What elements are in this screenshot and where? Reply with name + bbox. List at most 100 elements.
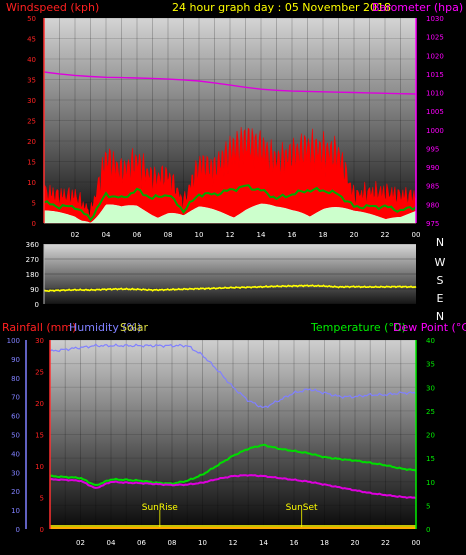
wind-x-tick: 06 — [133, 231, 142, 239]
humidity-y-tick: 0 — [16, 526, 20, 534]
barometer-axis-label: Barometer (hpa) — [372, 1, 463, 14]
wind-min-series — [43, 203, 417, 224]
direction-panel-series — [43, 284, 417, 293]
barometer-y-axis-ticks: 975 980 985 990 995 1000 1005 1010 1015 1020 1025 1… — [426, 15, 444, 228]
humidity-y-tick: 40 — [11, 450, 20, 458]
temp-x-tick: 22 — [381, 539, 390, 547]
direction-y-tick: 360 — [26, 241, 39, 249]
humidity-y-tick: 10 — [11, 507, 20, 515]
wind-y-tick: 5 — [32, 200, 36, 208]
wind-x-tick: 14 — [257, 231, 266, 239]
temp-x-tick: 10 — [198, 539, 207, 547]
temp-y-tick: 10 — [426, 479, 435, 487]
humidity-y-tick: 70 — [11, 394, 20, 402]
humidity-y-tick: 30 — [11, 469, 20, 477]
wind-x-tick: 16 — [288, 231, 297, 239]
barometer-y-tick: 980 — [426, 201, 439, 209]
barometer-y-tick: 1005 — [426, 108, 444, 116]
sunrise-label: SunRise — [142, 503, 179, 513]
rain-y-tick: 15 — [35, 432, 44, 440]
temp-y-tick: 0 — [426, 526, 430, 534]
temp-x-tick: 12 — [229, 539, 238, 547]
wind-y-tick: 40 — [27, 56, 36, 64]
wind-x-tick: 00 — [412, 231, 421, 239]
humidity-y-tick: 80 — [11, 375, 20, 383]
wind-y-tick: 25 — [27, 118, 36, 126]
rainfall-axis-label: Rainfall (mm) — [2, 321, 76, 334]
humidity-series — [49, 343, 417, 409]
compass-label: S — [437, 274, 444, 287]
barometer-y-tick: 1020 — [426, 52, 444, 60]
barometer-y-tick: 1025 — [426, 34, 444, 42]
barometer-y-tick: 1000 — [426, 127, 444, 135]
wind-x-tick: 12 — [226, 231, 235, 239]
compass-label: N — [436, 310, 444, 323]
wind-y-tick: 10 — [27, 179, 36, 187]
wind-x-tick: 04 — [102, 231, 111, 239]
wind-y-tick: 15 — [27, 159, 36, 167]
temp-y-axis-ticks: 0 5 10 15 20 25 30 35 40 — [426, 337, 435, 534]
direction-y-tick: 0 — [35, 301, 39, 309]
humidity-y-tick: 20 — [11, 488, 20, 496]
temp-x-tick: 00 — [412, 539, 421, 547]
rain-y-tick: 30 — [35, 337, 44, 345]
humidity-y-tick: 50 — [11, 432, 20, 440]
wind-y-tick: 20 — [27, 138, 36, 146]
temp-panel-background — [50, 340, 416, 529]
direction-y-tick: 180 — [26, 271, 39, 279]
temp-x-tick: 20 — [351, 539, 360, 547]
direction-panel-background — [44, 244, 416, 304]
humidity-axis-label: Humidity (%) — [69, 321, 141, 334]
temp-x-tick: 02 — [76, 539, 85, 547]
barometer-y-tick: 990 — [426, 164, 439, 172]
barometer-y-tick: 995 — [426, 145, 439, 153]
windspeed-axis-label: Windspeed (kph) — [6, 1, 99, 14]
barometer-y-tick: 1010 — [426, 90, 444, 98]
chart-title: 24 hour graph day : 05 November 2018 — [172, 1, 391, 14]
wind-average-series — [43, 184, 417, 222]
wind-x-axis-ticks: 02 04 06 08 10 12 14 16 18 20 22 00 — [71, 231, 421, 239]
wind-y-tick: 45 — [27, 36, 36, 44]
temp-x-tick: 06 — [137, 539, 146, 547]
gust-series — [43, 126, 417, 224]
humidity-y-tick: 90 — [11, 356, 20, 364]
wind-x-tick: 22 — [381, 231, 390, 239]
barometer-series — [43, 71, 417, 95]
sunset-label: SunSet — [286, 503, 318, 513]
rain-y-axis-ticks: 0 5 10 15 20 25 30 — [35, 337, 44, 534]
wind-x-tick: 08 — [164, 231, 173, 239]
wind-y-tick: 50 — [27, 15, 36, 23]
wind-x-tick: 18 — [319, 231, 328, 239]
temp-y-tick: 20 — [426, 432, 435, 440]
temperature-axis-label: Temperature (°C) — [310, 321, 406, 334]
rain-y-tick: 0 — [40, 526, 44, 534]
temp-y-tick: 30 — [426, 384, 435, 392]
compass-label: W — [435, 256, 446, 269]
temp-y-tick: 15 — [426, 455, 435, 463]
rain-y-tick: 10 — [35, 463, 44, 471]
wind-direction-series — [43, 284, 417, 293]
barometer-y-tick: 985 — [426, 183, 439, 191]
dewpoint-axis-label: Dew Point (°C) — [393, 321, 466, 334]
humidity-y-tick: 60 — [11, 413, 20, 421]
temp-y-tick: 25 — [426, 408, 435, 416]
temp-y-tick: 35 — [426, 361, 435, 369]
barometer-y-tick: 975 — [426, 220, 439, 228]
wind-y-tick: 35 — [27, 77, 36, 85]
humidity-y-tick: 100 — [7, 337, 20, 345]
rain-y-tick: 20 — [35, 400, 44, 408]
wind-y-axis-ticks: 0 5 10 15 20 25 30 35 40 45 50 — [27, 15, 36, 228]
barometer-y-tick: 1030 — [426, 15, 444, 23]
wind-x-tick: 20 — [350, 231, 359, 239]
temp-x-tick: 16 — [290, 539, 299, 547]
wind-x-tick: 02 — [71, 231, 80, 239]
compass-label: E — [437, 292, 444, 305]
temp-panel-grid — [50, 339, 416, 530]
direction-y-tick: 270 — [26, 256, 39, 264]
temp-x-axis-ticks: 02 04 06 08 10 12 14 16 18 20 22 00 — [76, 539, 420, 547]
temp-x-tick: 08 — [168, 539, 177, 547]
barometer-y-tick: 1015 — [426, 71, 444, 79]
